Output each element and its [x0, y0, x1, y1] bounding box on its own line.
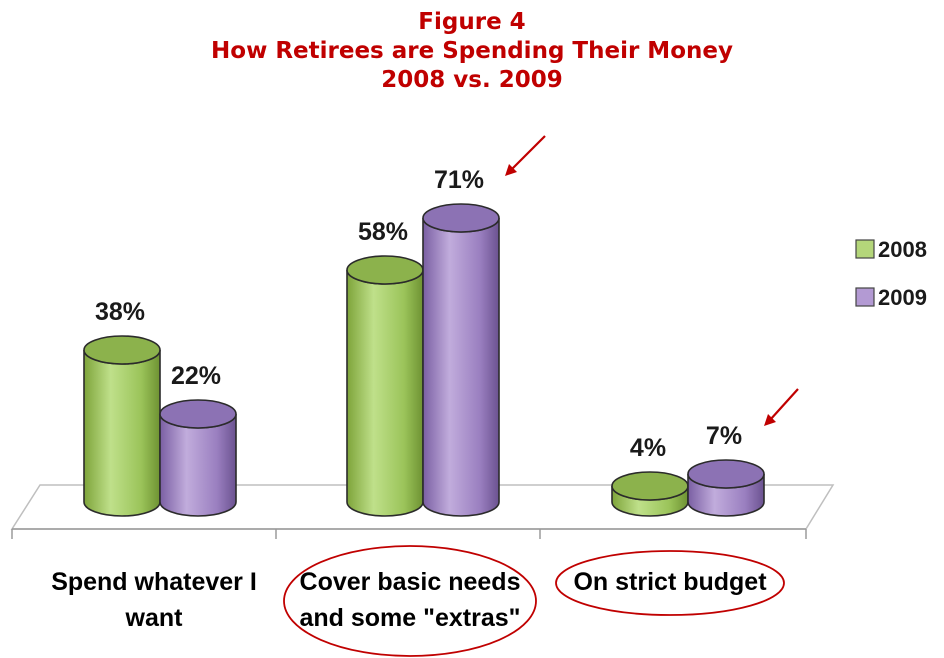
legend-label-2008: 2008 [878, 237, 927, 262]
title-line-1: Figure 4 [418, 9, 526, 35]
bar-body-2009-1 [422, 217, 500, 517]
bar-top-2008-0 [83, 335, 161, 365]
red-arrow-icon-0 [505, 135, 546, 176]
title-line-3: 2008 vs. 2009 [381, 67, 563, 93]
bar-2009-0 [159, 399, 237, 517]
category-label-1-1: and some "extras" [299, 604, 520, 632]
highlight-oval-1 [283, 545, 537, 657]
legend-swatch-2008 [855, 239, 875, 259]
bar-2008-2 [611, 471, 689, 517]
bar-body-2009-0 [159, 413, 237, 517]
bar-2009-2 [687, 459, 765, 517]
arrow-head-1 [764, 414, 776, 426]
category-label-2-0: On strict budget [573, 568, 767, 596]
bar-2009-1 [422, 203, 500, 517]
legend-swatch-2009 [855, 287, 875, 307]
value-label-2009-0: 22% [171, 362, 221, 390]
arrow-head-0 [505, 164, 517, 176]
bar-top-2009-2 [687, 459, 765, 489]
chart-title: Figure 4 How Retirees are Spending Their… [0, 8, 944, 95]
category-label-1-0: Cover basic needs [300, 568, 521, 596]
value-label-2008-0: 38% [95, 298, 145, 326]
value-label-2008-2: 4% [630, 434, 666, 462]
category-label-0-0: Spend whatever I [51, 568, 257, 596]
bar-top-2008-2 [611, 471, 689, 501]
bar-2008-1 [346, 255, 424, 517]
value-label-2008-1: 58% [358, 218, 408, 246]
value-label-2009-2: 7% [706, 422, 742, 450]
bar-top-2009-1 [422, 203, 500, 233]
red-arrow-icon-1 [764, 388, 799, 426]
title-line-2: How Retirees are Spending Their Money [211, 38, 733, 64]
highlight-oval-2 [555, 550, 785, 616]
value-label-2009-1: 71% [434, 166, 484, 194]
arrow-shaft-0 [510, 135, 546, 171]
arrow-shaft-1 [769, 388, 799, 421]
bar-body-2008-1 [346, 269, 424, 517]
bar-top-2008-1 [346, 255, 424, 285]
legend-label-2009: 2009 [878, 285, 927, 310]
category-label-0-1: want [125, 604, 184, 632]
bar-top-2009-0 [159, 399, 237, 429]
bar-2008-0 [83, 335, 161, 517]
bar-body-2008-0 [83, 349, 161, 517]
